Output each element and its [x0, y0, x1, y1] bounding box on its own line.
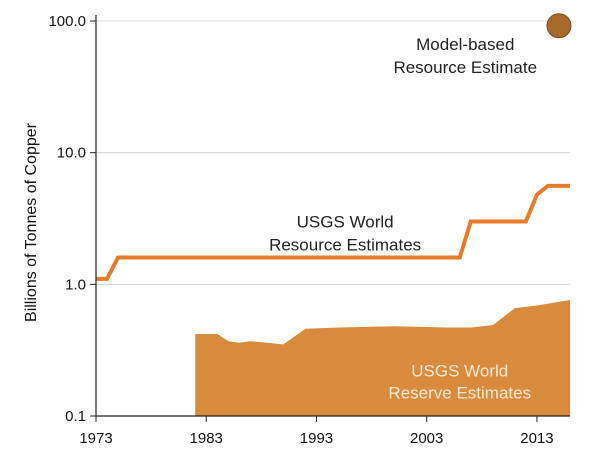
model-point-layer [546, 13, 572, 39]
y-tick-label: 10.0 [57, 145, 86, 162]
reserve-area-layer [195, 300, 571, 416]
reserve-estimates-area [195, 300, 571, 416]
x-tick-label: 1973 [79, 430, 112, 447]
resource-line-layer [96, 183, 570, 281]
resource-label-line: USGS World [297, 213, 394, 232]
model-estimate-point [546, 13, 572, 39]
x-tick-label: 1983 [190, 430, 223, 447]
x-tick-label: 1993 [300, 430, 333, 447]
axes: 0.1 1.0 10.0 100.0 1973 1983 1993 2003 2013 [48, 13, 570, 447]
y-tick-label: 0.1 [65, 408, 86, 425]
resource-estimates-line [96, 183, 570, 281]
resource-label-line: Resource Estimates [269, 236, 421, 255]
gridlines [96, 20, 570, 285]
y-tick-label: 100.0 [48, 13, 86, 30]
reserve-label-line: Reserve Estimates [388, 383, 531, 402]
labels: USGS World Resource Estimates USGS World Re… [269, 35, 537, 402]
x-tick-label: 2003 [410, 430, 443, 447]
model-label-line: Model-based [416, 35, 514, 54]
reserve-label-line: USGS World [411, 361, 508, 380]
model-label-line: Resource Estimate [393, 58, 537, 77]
y-tick-label: 1.0 [65, 276, 86, 293]
y-axis-label: Billions of Tonnes of Copper [23, 122, 40, 322]
x-tick-label: 2013 [520, 430, 553, 447]
